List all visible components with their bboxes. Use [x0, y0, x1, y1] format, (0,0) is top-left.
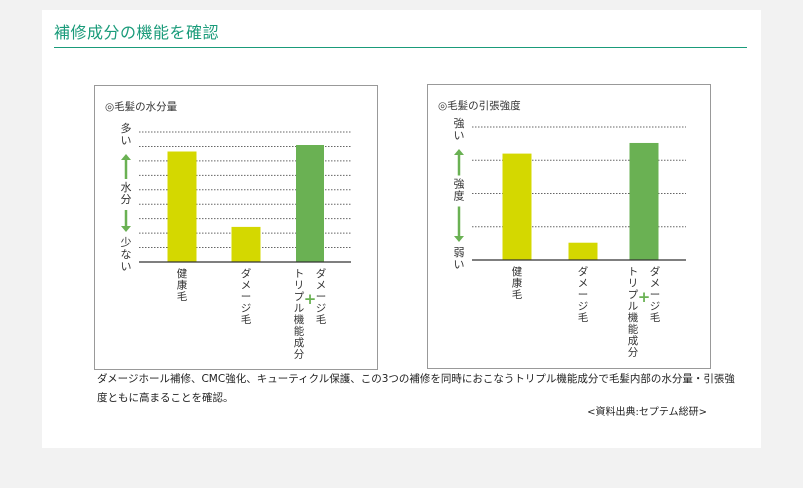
down-arrow-icon-head	[454, 236, 464, 242]
down-arrow-icon	[454, 206, 464, 242]
category-label: 成	[628, 335, 639, 347]
y-axis-top-label: い	[121, 134, 132, 147]
y-axis-bottom-label: な	[121, 248, 132, 261]
category-label: 能	[294, 325, 305, 338]
category-label: ジ	[578, 301, 589, 313]
category-label: 毛	[650, 312, 661, 324]
category-label: 能	[628, 323, 639, 336]
y-axis-bottom-label: い	[454, 258, 465, 271]
content-card: 補修成分の機能を確認 ◎毛髪の水分量多い水分少ない健康毛ダメージ毛ダメージ毛トリ…	[42, 10, 761, 448]
bar	[568, 242, 598, 260]
category-label: 機	[294, 313, 305, 326]
up-arrow-icon-head	[454, 149, 464, 155]
category-label: 成	[294, 337, 305, 349]
up-arrow-icon	[454, 149, 464, 176]
y-axis-top-label: 多	[121, 121, 132, 135]
category-label: リ	[628, 278, 639, 290]
y-axis-bottom-label: い	[121, 260, 132, 273]
down-arrow-icon	[121, 210, 131, 232]
category-label: ル	[628, 301, 639, 313]
category-label: ダ	[241, 267, 252, 280]
plus-icon: +	[304, 290, 317, 308]
category-label: 康	[512, 277, 523, 290]
section-heading: 補修成分の機能を確認	[54, 23, 220, 42]
category-label: ト	[628, 266, 639, 278]
category-label: ー	[578, 289, 589, 301]
chart-title: ◎毛髪の引張強度	[438, 99, 521, 112]
category-label: ル	[294, 303, 305, 315]
category-label: ジ	[241, 303, 252, 315]
chart-panel-tensile: ◎毛髪の引張強度強い強度弱い健康毛ダメージ毛ダメージ毛トリプル機能成分 +	[427, 84, 711, 369]
category-label: 健	[177, 268, 188, 280]
y-axis-middle-label: 度	[454, 189, 465, 203]
down-arrow-icon-head	[121, 226, 131, 232]
category-label: ダ	[578, 265, 589, 278]
up-arrow-icon-head	[121, 154, 131, 160]
category-label: プ	[628, 289, 639, 301]
category-label: 毛	[177, 291, 188, 303]
category-label: 分	[628, 347, 639, 359]
bar	[167, 151, 197, 262]
bar	[502, 153, 532, 260]
category-label: メ	[650, 278, 661, 290]
y-axis-bottom-label: 弱	[454, 246, 465, 259]
category-label: メ	[241, 280, 252, 292]
category-label: ー	[241, 291, 252, 303]
category-label: 分	[294, 349, 305, 361]
category-label: メ	[316, 280, 327, 292]
category-label: ダ	[316, 267, 327, 280]
category-label: 毛	[512, 289, 523, 301]
up-arrow-icon	[121, 154, 131, 179]
y-axis-middle-label: 分	[121, 193, 132, 206]
category-label: 康	[177, 279, 188, 292]
category-label: ダ	[650, 265, 661, 278]
category-label: 健	[512, 266, 523, 278]
category-label: プ	[294, 291, 305, 303]
category-label: ー	[316, 291, 327, 303]
bar	[296, 145, 324, 262]
category-label: ー	[650, 289, 661, 301]
heading-underline	[54, 47, 747, 48]
category-label: 毛	[316, 314, 327, 326]
chart-panel-moisture: ◎毛髪の水分量多い水分少ない健康毛ダメージ毛ダメージ毛トリプル機能成分 +	[94, 85, 378, 370]
category-label: メ	[578, 278, 589, 290]
y-axis-middle-label: 水	[121, 181, 132, 194]
source-note: <資料出典:セプテム総研>	[587, 407, 707, 418]
category-label: ト	[294, 268, 305, 280]
y-axis-top-label: 強	[454, 117, 465, 130]
y-axis-middle-label: 強	[454, 178, 465, 191]
category-label: 毛	[241, 314, 252, 326]
category-label: リ	[294, 280, 305, 292]
chart-title: ◎毛髪の水分量	[105, 100, 178, 113]
category-label: ジ	[316, 303, 327, 315]
bar	[629, 142, 659, 260]
chart-caption: ダメージホール補修、CMC強化、キューティクル保護、この3つの補修を同時におこな…	[97, 373, 735, 404]
category-label: 機	[628, 311, 639, 324]
bar	[231, 226, 261, 262]
category-label: 毛	[578, 312, 589, 324]
y-axis-bottom-label: 少	[121, 236, 132, 249]
plus-icon: +	[638, 288, 651, 306]
y-axis-top-label: い	[454, 129, 465, 142]
category-label: ジ	[650, 301, 661, 313]
